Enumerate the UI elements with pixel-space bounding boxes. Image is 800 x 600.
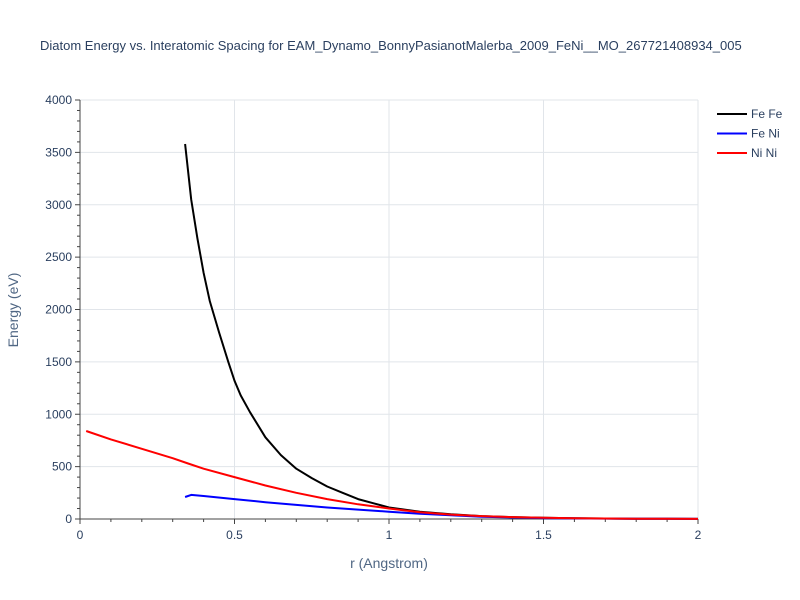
y-axis-title: Energy (eV) [5, 273, 21, 348]
legend-item-fe-fe[interactable]: Fe Fe [717, 107, 783, 121]
x-tick-label: 1 [386, 528, 393, 542]
series-line-fe-fe [184, 143, 699, 520]
y-tick-label: 3500 [45, 145, 72, 159]
y-tick-label: 1500 [45, 355, 72, 369]
legend-label: Ni Ni [751, 146, 777, 160]
legend-item-ni-ni[interactable]: Ni Ni [717, 146, 777, 160]
x-tick-label: 2 [695, 528, 702, 542]
grid-layer [80, 99, 699, 519]
axes-layer: 0 500 1000 1500 2000 2500 3000 3500 4000 0 0.5 1 1.5… [45, 93, 701, 542]
x-axis-title: r (Angstrom) [350, 555, 428, 571]
x-tick-label: 1.5 [535, 528, 552, 542]
legend[interactable]: Fe Fe Fe Ni Ni Ni [717, 107, 783, 160]
x-tick-label: 0 [77, 528, 84, 542]
series-layer [85, 143, 699, 520]
series-line-ni-ni [85, 430, 699, 520]
y-tick-label: 4000 [45, 93, 72, 107]
y-tick-label: 1000 [45, 407, 72, 421]
y-tick-label: 500 [52, 460, 72, 474]
legend-item-fe-ni[interactable]: Fe Ni [717, 127, 780, 141]
y-tick-label: 2500 [45, 250, 72, 264]
series-line-fe-ni [184, 493, 699, 520]
y-tick-label: 0 [65, 512, 72, 526]
x-tick-label: 0.5 [226, 528, 243, 542]
legend-label: Fe Fe [751, 107, 783, 121]
y-tick-label: 3000 [45, 198, 72, 212]
legend-label: Fe Ni [751, 127, 780, 141]
y-tick-label: 2000 [45, 303, 72, 317]
chart-title: Diatom Energy vs. Interatomic Spacing fo… [40, 38, 742, 53]
